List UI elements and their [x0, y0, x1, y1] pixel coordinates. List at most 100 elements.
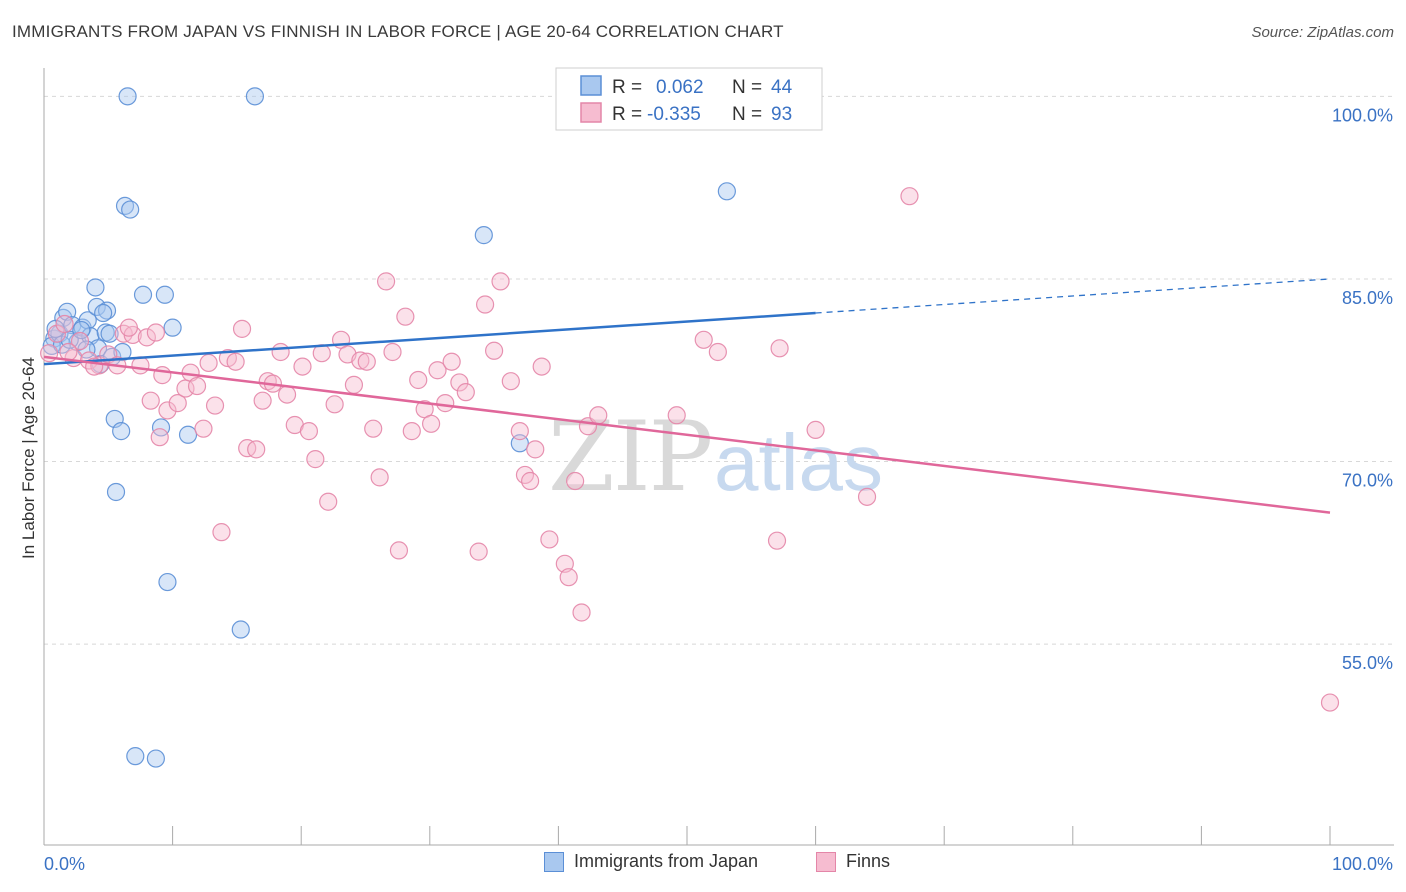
- x-tick-label: 0.0%: [44, 854, 85, 874]
- bottom-legend-label-finns: Finns: [846, 851, 891, 871]
- japan-point: [78, 311, 97, 330]
- finns-point: [146, 323, 165, 342]
- japan-point: [86, 278, 105, 297]
- finns-point: [306, 450, 325, 469]
- watermark-atlas: atlas: [714, 418, 883, 507]
- japan-point: [94, 303, 113, 323]
- y-tick-label: 55.0%: [1342, 653, 1393, 673]
- stats-legend-r-value-finns: -0.335: [647, 104, 701, 125]
- chart-title: IMMIGRANTS FROM JAPAN VS FINNISH IN LABO…: [12, 22, 784, 41]
- finns-point: [532, 357, 551, 376]
- finns-point: [526, 440, 545, 459]
- bottom-legend-item-finns[interactable]: Finns: [816, 851, 890, 872]
- y-tick-label: 100.0%: [1332, 105, 1393, 125]
- japan-point: [231, 620, 250, 639]
- finns-point: [150, 428, 169, 447]
- stats-legend-r-value-japan: 0.062: [656, 77, 704, 98]
- finns-point: [55, 314, 74, 334]
- finns-point: [253, 391, 272, 410]
- bottom-legend-item-japan[interactable]: Immigrants from Japan: [544, 851, 758, 872]
- finns-point: [299, 422, 319, 441]
- stats-legend-r-label-japan: R =: [612, 77, 642, 98]
- finns-point: [370, 468, 389, 487]
- bottom-legend-label-japan: Immigrants from Japan: [574, 851, 759, 871]
- finns-point: [364, 419, 383, 438]
- finns-point: [376, 272, 396, 291]
- finns-trendline: [43, 355, 1331, 514]
- source-attribution: Source: ZipAtlas.com: [1251, 24, 1394, 41]
- y-tick-label: 70.0%: [1342, 471, 1393, 491]
- stats-legend-n-label-japan: N =: [732, 77, 762, 98]
- finns-point: [708, 342, 727, 362]
- finns-point: [70, 331, 90, 351]
- finns-point: [559, 568, 578, 587]
- finns-point: [131, 356, 150, 375]
- japan-point: [146, 749, 165, 768]
- japan-point: [163, 318, 182, 337]
- japan-point: [245, 87, 265, 106]
- finns-point: [555, 554, 574, 573]
- finns-point: [383, 342, 402, 362]
- japan-point: [112, 422, 131, 441]
- finns-point: [501, 372, 520, 391]
- finns-point: [436, 394, 455, 413]
- stats-legend-swatch-finns: [580, 102, 602, 123]
- finns-point: [589, 406, 608, 425]
- stats-legend-n-label-finns: N =: [732, 104, 762, 125]
- finns-point: [396, 307, 415, 326]
- finns-point: [153, 366, 172, 385]
- japan-point: [133, 285, 153, 304]
- finns-point: [469, 542, 488, 561]
- finns-point: [293, 357, 312, 376]
- finns-point: [247, 440, 266, 459]
- finns-point: [485, 341, 504, 360]
- finns-point: [199, 353, 218, 373]
- stats-legend-r-label-finns: R =: [612, 104, 642, 125]
- y-tick-label: 85.0%: [1342, 288, 1393, 308]
- japan-point: [106, 482, 126, 502]
- japan-trendline: [43, 311, 816, 366]
- finns-point: [1320, 693, 1340, 712]
- japan-point: [717, 182, 736, 201]
- finns-point: [205, 396, 225, 415]
- finns-point: [402, 422, 421, 441]
- finns-point: [137, 328, 156, 347]
- finns-point: [491, 272, 510, 291]
- finns-point: [232, 319, 252, 338]
- finns-point: [271, 342, 290, 362]
- bottom-legend-swatch-japan: [544, 851, 564, 872]
- finns-point: [770, 339, 789, 358]
- y-axis-title: In Labor Force | Age 20-64: [19, 357, 38, 559]
- finns-point: [442, 352, 461, 371]
- finns-point: [857, 487, 877, 506]
- finns-point: [344, 375, 364, 394]
- japan-point: [178, 425, 198, 444]
- stats-legend-swatch-japan: [580, 75, 602, 96]
- japan-point: [151, 418, 171, 437]
- japan-point: [113, 342, 132, 362]
- japan-point: [126, 747, 145, 766]
- finns-point: [409, 370, 428, 390]
- japan-point: [118, 87, 137, 106]
- finns-point: [694, 330, 713, 349]
- finns-point: [510, 422, 529, 441]
- finns-point: [389, 541, 409, 560]
- finns-point: [325, 395, 344, 414]
- finns-point: [357, 352, 376, 371]
- japan-point: [474, 226, 493, 245]
- x-tick-label: 100.0%: [1332, 854, 1393, 874]
- japan-point: [100, 324, 119, 343]
- finns-point: [187, 376, 207, 396]
- bottom-legend: Immigrants from Japan Finns: [0, 851, 1406, 879]
- stats-legend-n-value-finns: 93: [771, 104, 792, 125]
- watermark-zip: ZIP: [548, 401, 711, 513]
- stats-legend-n-value-japan: 44: [771, 77, 793, 98]
- finns-point: [119, 318, 138, 337]
- finns-point: [450, 373, 469, 392]
- trend-layer: [43, 278, 1331, 514]
- finns-point: [900, 187, 919, 206]
- finns-point: [194, 419, 213, 438]
- finns-point: [168, 394, 187, 413]
- finns-point: [141, 391, 160, 410]
